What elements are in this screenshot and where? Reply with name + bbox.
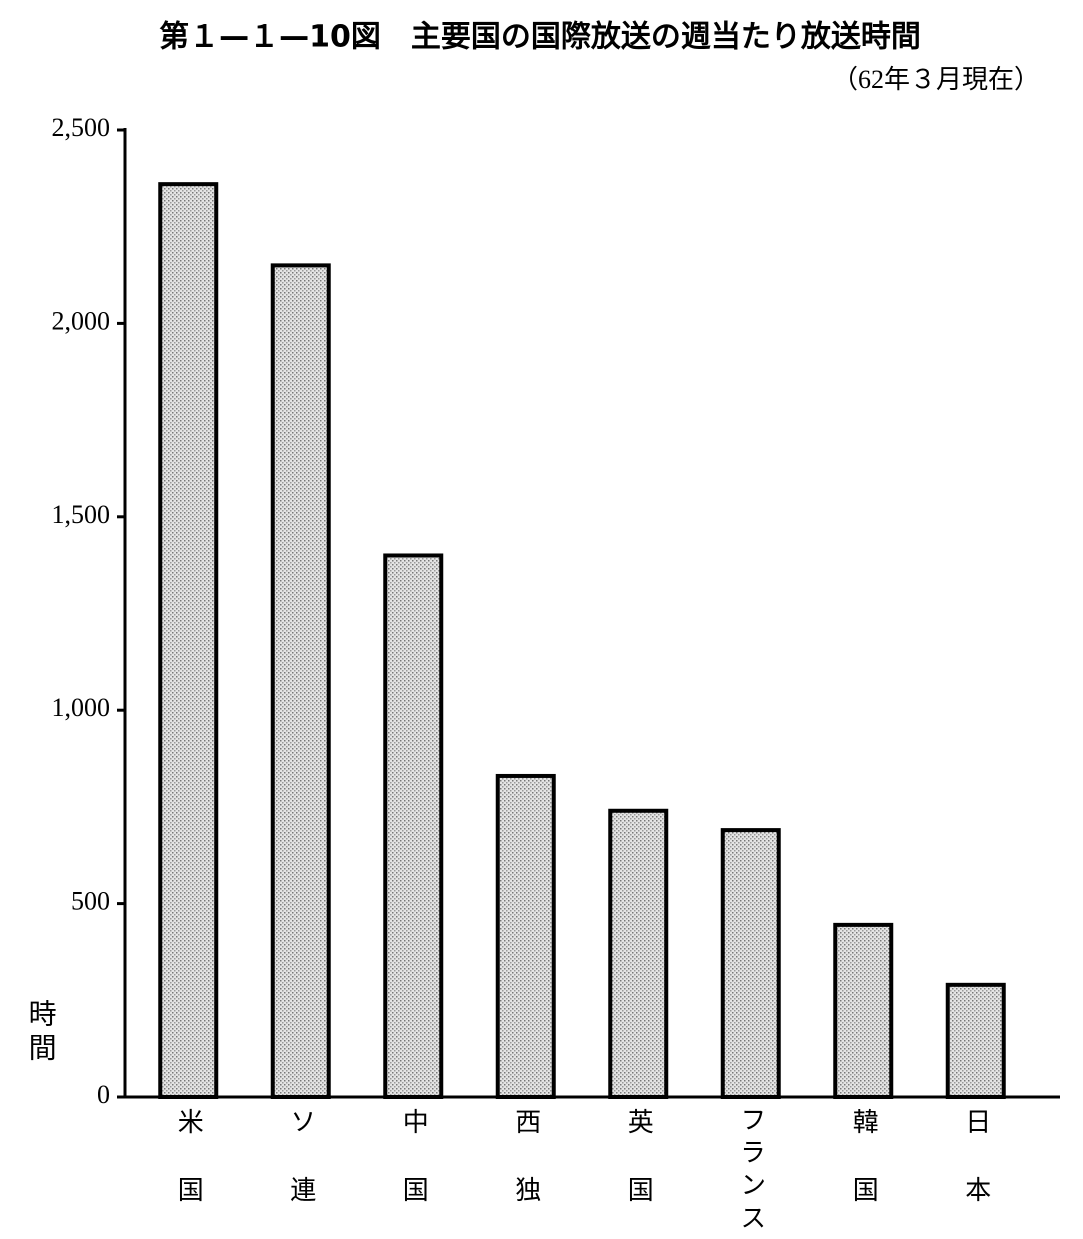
bar <box>383 553 444 1099</box>
bar <box>495 773 556 1099</box>
x-tick-label: 西独 <box>511 1108 541 1202</box>
x-tick-label: 英国 <box>624 1108 654 1202</box>
y-tick-label: 500 <box>71 887 110 916</box>
bar <box>608 808 669 1099</box>
chart-subtitle: （62年３月現在） <box>832 65 1040 94</box>
y-tick-label: 0 <box>97 1080 110 1109</box>
y-tick-label: 2,500 <box>52 113 111 142</box>
y-tick-label: 1,000 <box>52 693 111 722</box>
y-axis-label: 時間 <box>25 999 56 1067</box>
x-tick-label: 韓国 <box>849 1108 879 1202</box>
bar <box>833 922 894 1100</box>
bar <box>158 182 219 1100</box>
x-tick-label: 日本 <box>961 1108 991 1202</box>
y-tick-label: 2,000 <box>52 306 111 335</box>
x-tick-label: フランス <box>736 1106 766 1230</box>
bar <box>270 263 331 1099</box>
chart-title: 第１—１—10図 主要国の国際放送の週当たり放送時間 <box>159 20 921 55</box>
x-tick-label: 米国 <box>174 1108 204 1202</box>
x-tick-label: 中国 <box>399 1108 429 1202</box>
bar <box>720 828 781 1099</box>
bar <box>945 982 1006 1099</box>
x-tick-label: ソ連 <box>286 1108 316 1202</box>
y-tick-label: 1,500 <box>52 500 111 529</box>
